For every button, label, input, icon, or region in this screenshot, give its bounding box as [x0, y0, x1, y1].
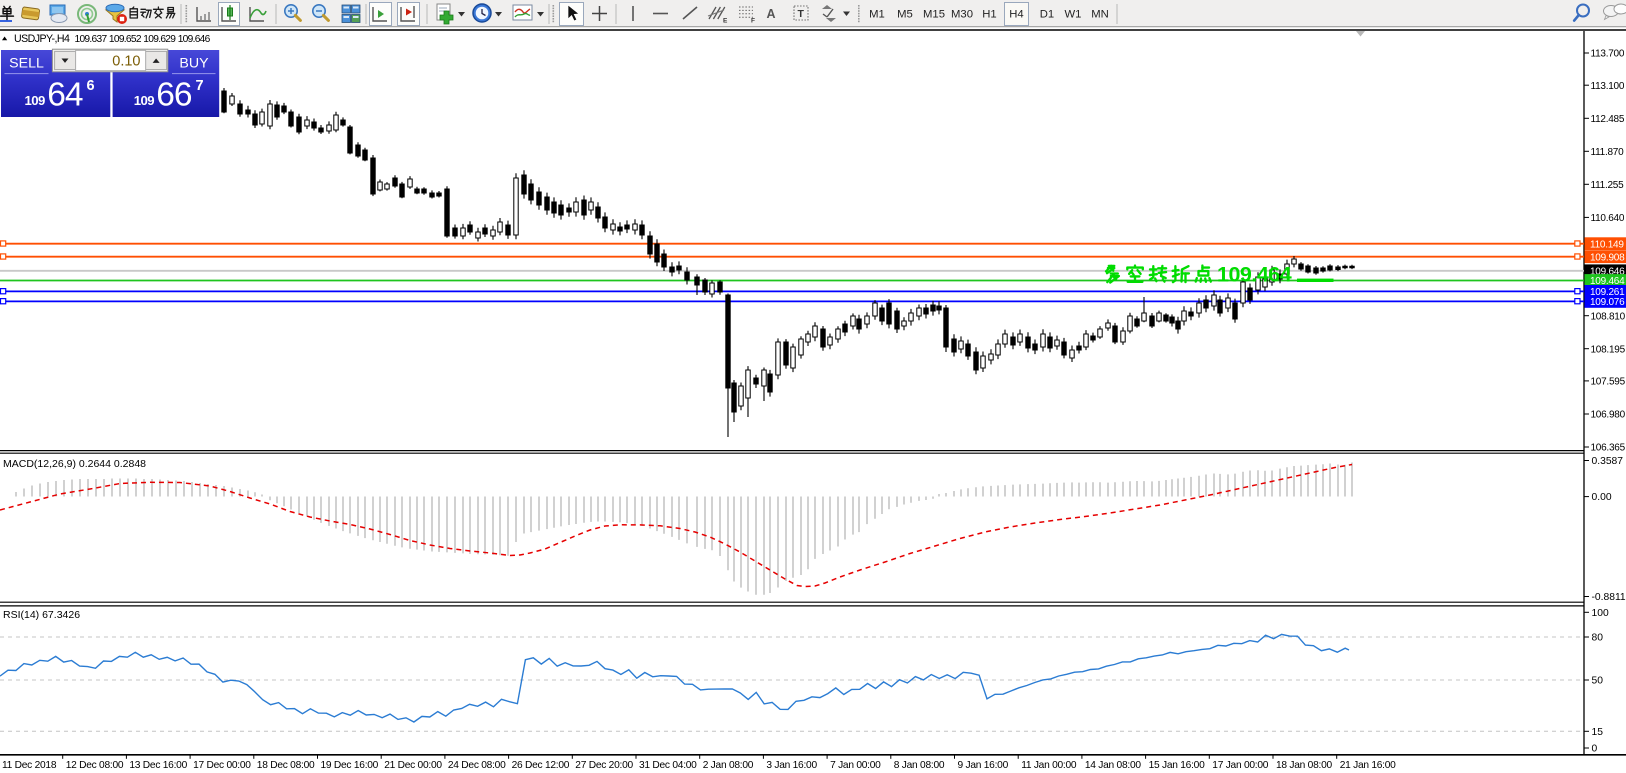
- svg-text:0: 0: [1592, 744, 1598, 755]
- svg-text:A: A: [767, 7, 776, 21]
- svg-text:112.485: 112.485: [1591, 114, 1625, 125]
- svg-text:-0.8811: -0.8811: [1592, 592, 1626, 603]
- svg-text:M5: M5: [897, 9, 913, 21]
- svg-text:M30: M30: [951, 9, 973, 21]
- svg-text:19 Dec 16:00: 19 Dec 16:00: [321, 760, 379, 771]
- svg-text:111.870: 111.870: [1591, 147, 1625, 158]
- svg-text:108.810: 108.810: [1591, 311, 1626, 322]
- svg-text:D1: D1: [1040, 9, 1054, 21]
- svg-text:M15: M15: [923, 9, 945, 21]
- svg-text:109.646: 109.646: [178, 34, 211, 45]
- svg-text:RSI(14) 67.3426: RSI(14) 67.3426: [3, 609, 80, 621]
- svg-text:9 Jan 16:00: 9 Jan 16:00: [958, 760, 1009, 771]
- svg-text:113.100: 113.100: [1591, 81, 1625, 92]
- svg-text:106.365: 106.365: [1591, 443, 1626, 454]
- svg-text:80: 80: [1592, 633, 1604, 644]
- svg-text:11 Dec 2018: 11 Dec 2018: [2, 760, 57, 771]
- svg-text:7 Jan 00:00: 7 Jan 00:00: [830, 760, 881, 771]
- svg-text:E: E: [723, 18, 728, 25]
- svg-text:107.595: 107.595: [1591, 377, 1626, 388]
- svg-text:BUY: BUY: [179, 55, 209, 71]
- svg-text:109.908: 109.908: [1590, 252, 1625, 263]
- svg-text:W1: W1: [1065, 9, 1082, 21]
- svg-text:H1: H1: [982, 9, 996, 21]
- svg-text:109: 109: [134, 93, 154, 108]
- svg-text:100: 100: [1592, 608, 1609, 619]
- svg-text:T: T: [798, 8, 805, 20]
- svg-text:18 Dec 08:00: 18 Dec 08:00: [257, 760, 315, 771]
- svg-text:113.700: 113.700: [1591, 49, 1625, 60]
- svg-text:F: F: [751, 18, 755, 25]
- svg-text:109.629: 109.629: [143, 34, 176, 45]
- svg-text:109.646: 109.646: [1590, 266, 1625, 277]
- svg-text:M1: M1: [869, 9, 885, 21]
- svg-text:106.980: 106.980: [1591, 410, 1626, 421]
- svg-text:6: 6: [87, 78, 95, 94]
- svg-text:0.3587: 0.3587: [1592, 456, 1624, 467]
- svg-text:7: 7: [196, 78, 204, 94]
- svg-text:109.261: 109.261: [1590, 287, 1625, 298]
- svg-text:12 Dec 08:00: 12 Dec 08:00: [66, 760, 124, 771]
- svg-text:31 Dec 04:00: 31 Dec 04:00: [639, 760, 697, 771]
- svg-text:USDJPY-,H4: USDJPY-,H4: [14, 33, 70, 45]
- svg-text:H4: H4: [1009, 9, 1023, 21]
- svg-text:50: 50: [1592, 676, 1604, 687]
- svg-text:66: 66: [156, 77, 192, 114]
- svg-text:2 Jan 08:00: 2 Jan 08:00: [703, 760, 754, 771]
- svg-text:11 Jan 00:00: 11 Jan 00:00: [1021, 760, 1077, 771]
- svg-text:64: 64: [47, 77, 83, 114]
- svg-text:24 Dec 08:00: 24 Dec 08:00: [448, 760, 506, 771]
- svg-text:14 Jan 08:00: 14 Jan 08:00: [1085, 760, 1141, 771]
- svg-text:109.652: 109.652: [109, 34, 142, 45]
- svg-text:109.637: 109.637: [75, 34, 108, 45]
- svg-text:110.149: 110.149: [1590, 239, 1624, 250]
- svg-text:15 Jan 16:00: 15 Jan 16:00: [1149, 760, 1205, 771]
- svg-text:108.195: 108.195: [1591, 344, 1626, 355]
- svg-text:8 Jan 08:00: 8 Jan 08:00: [894, 760, 945, 771]
- svg-text:109.464: 109.464: [1590, 276, 1625, 287]
- svg-text:110.640: 110.640: [1591, 213, 1625, 224]
- svg-text:26 Dec 12:00: 26 Dec 12:00: [512, 760, 570, 771]
- svg-text:13 Dec 16:00: 13 Dec 16:00: [129, 760, 187, 771]
- svg-text:SELL: SELL: [9, 55, 44, 71]
- svg-text:109.464: 109.464: [1217, 263, 1292, 287]
- svg-text:MN: MN: [1091, 9, 1109, 21]
- svg-text:109.076: 109.076: [1590, 297, 1625, 308]
- svg-text:27 Dec 20:00: 27 Dec 20:00: [575, 760, 633, 771]
- svg-text:18 Jan 08:00: 18 Jan 08:00: [1276, 760, 1332, 771]
- svg-text:17 Jan 00:00: 17 Jan 00:00: [1212, 760, 1268, 771]
- svg-text:3 Jan 16:00: 3 Jan 16:00: [766, 760, 817, 771]
- svg-text:109: 109: [25, 93, 45, 108]
- svg-text:MACD(12,26,9) 0.2644 0.2848: MACD(12,26,9) 0.2644 0.2848: [3, 458, 146, 470]
- svg-text:111.255: 111.255: [1591, 180, 1625, 191]
- svg-text:15: 15: [1592, 727, 1604, 738]
- svg-text:0.00: 0.00: [1592, 492, 1612, 503]
- svg-text:21 Dec 00:00: 21 Dec 00:00: [384, 760, 442, 771]
- svg-text:17 Dec 00:00: 17 Dec 00:00: [193, 760, 251, 771]
- svg-text:21 Jan 16:00: 21 Jan 16:00: [1340, 760, 1396, 771]
- svg-text:0.10: 0.10: [112, 53, 140, 69]
